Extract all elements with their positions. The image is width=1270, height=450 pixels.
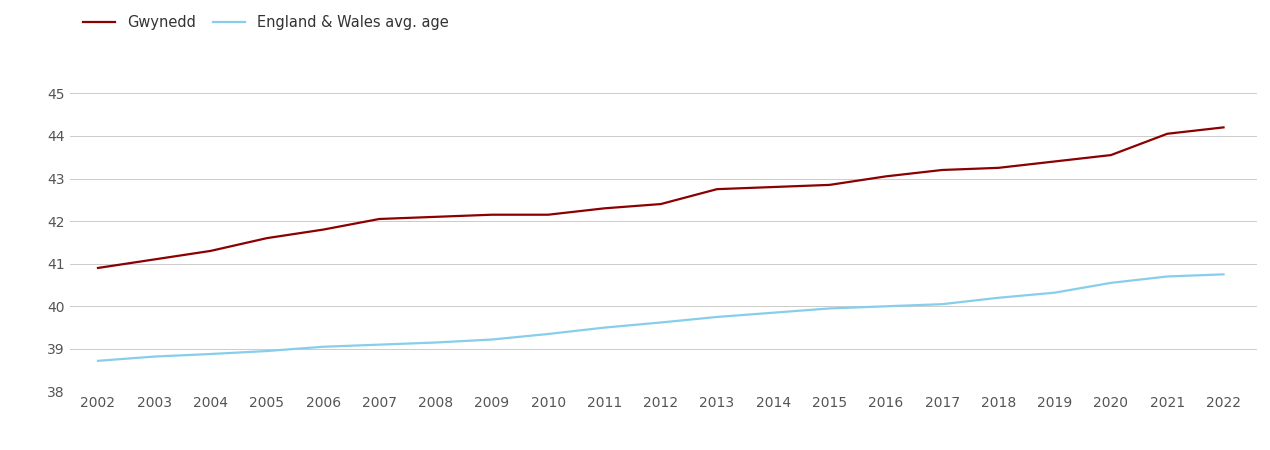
- England & Wales avg. age: [315, 344, 330, 350]
- Gwynedd: [935, 167, 950, 173]
- Legend: Gwynedd, England & Wales avg. age: Gwynedd, England & Wales avg. age: [77, 9, 455, 36]
- England & Wales avg. age: [653, 320, 668, 325]
- England & Wales avg. age: [372, 342, 387, 347]
- Gwynedd: [146, 257, 161, 262]
- England & Wales avg. age: [597, 325, 612, 330]
- Gwynedd: [766, 184, 781, 190]
- England & Wales avg. age: [1215, 272, 1231, 277]
- England & Wales avg. age: [428, 340, 443, 345]
- England & Wales avg. age: [822, 306, 837, 311]
- Gwynedd: [428, 214, 443, 220]
- Gwynedd: [710, 186, 725, 192]
- Gwynedd: [259, 235, 274, 241]
- England & Wales avg. age: [879, 304, 894, 309]
- Gwynedd: [991, 165, 1006, 171]
- England & Wales avg. age: [1104, 280, 1119, 286]
- England & Wales avg. age: [203, 351, 218, 357]
- Gwynedd: [484, 212, 499, 217]
- Line: England & Wales avg. age: England & Wales avg. age: [98, 274, 1223, 361]
- England & Wales avg. age: [1160, 274, 1175, 279]
- England & Wales avg. age: [710, 314, 725, 319]
- Gwynedd: [879, 174, 894, 179]
- Line: Gwynedd: Gwynedd: [98, 127, 1223, 268]
- England & Wales avg. age: [484, 337, 499, 342]
- Gwynedd: [822, 182, 837, 188]
- Gwynedd: [315, 227, 330, 232]
- Gwynedd: [1160, 131, 1175, 136]
- Gwynedd: [1215, 125, 1231, 130]
- Gwynedd: [1104, 153, 1119, 158]
- England & Wales avg. age: [259, 348, 274, 354]
- England & Wales avg. age: [146, 354, 161, 359]
- Gwynedd: [1046, 159, 1062, 164]
- England & Wales avg. age: [766, 310, 781, 315]
- England & Wales avg. age: [935, 302, 950, 307]
- Gwynedd: [597, 206, 612, 211]
- Gwynedd: [653, 201, 668, 207]
- England & Wales avg. age: [90, 358, 105, 364]
- England & Wales avg. age: [1046, 290, 1062, 295]
- Gwynedd: [541, 212, 556, 217]
- Gwynedd: [203, 248, 218, 254]
- Gwynedd: [372, 216, 387, 222]
- England & Wales avg. age: [541, 331, 556, 337]
- England & Wales avg. age: [991, 295, 1006, 301]
- Gwynedd: [90, 265, 105, 270]
